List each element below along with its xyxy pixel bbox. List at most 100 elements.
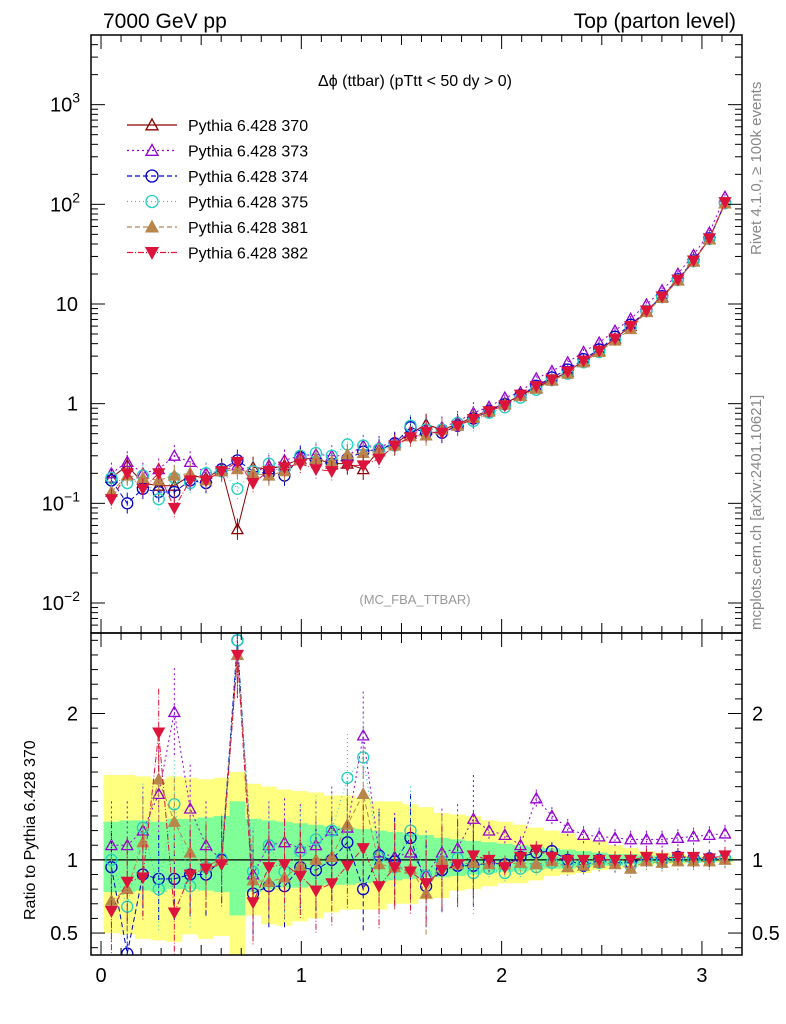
ratio-y-tick-label: 2	[67, 704, 78, 726]
ratio-point	[513, 851, 528, 864]
ratio-frame	[90, 632, 743, 956]
ratio-point	[671, 831, 685, 843]
ratio-axes: 0 1 2 3 0.5 0.5 1 1 2 2	[50, 633, 780, 987]
data-point	[435, 427, 449, 440]
main-plot-marks	[104, 189, 732, 540]
ratio-point	[576, 854, 591, 867]
data-point	[403, 432, 418, 445]
data-point	[136, 483, 150, 496]
data-point	[466, 414, 480, 426]
rivet-version-label: Rivet 4.1.0, ≥ 100k events	[748, 82, 765, 255]
series-line	[111, 202, 726, 509]
data-point	[718, 197, 732, 210]
ratio-point	[576, 828, 591, 841]
data-point	[230, 522, 245, 535]
y-tick-label: 103	[50, 90, 80, 117]
ratio-point	[592, 829, 606, 842]
ratio-point	[498, 862, 512, 875]
ratio-point	[136, 872, 150, 885]
ratio-point	[561, 854, 575, 867]
ratio-point	[214, 859, 229, 872]
ratio-point	[482, 854, 496, 867]
ratio-point	[356, 728, 370, 741]
ratio-point	[356, 843, 370, 855]
ratio-y-axis-label: Ratio to Pythia 6.428 370	[22, 740, 39, 920]
legend-label: Pythia 6.428 373	[188, 144, 308, 161]
ratio-point	[529, 791, 543, 804]
data-point	[608, 333, 622, 346]
ratio-point	[121, 947, 134, 955]
series-line	[111, 196, 726, 474]
header-right: Top (parton level)	[574, 10, 736, 33]
data-point	[561, 366, 575, 379]
data-point	[372, 453, 386, 466]
ratio-point	[702, 828, 716, 841]
ratio-point	[624, 832, 638, 845]
y-tick-label: 10−2	[42, 588, 80, 615]
data-point	[702, 233, 716, 246]
legend-entry: Pythia 6.428 373	[127, 143, 308, 161]
y-tick-label: 10−1	[42, 488, 80, 515]
header-left: 7000 GeV pp	[103, 10, 227, 33]
ratio-line	[110, 640, 725, 954]
legend-marker	[145, 169, 159, 183]
data-point	[592, 345, 606, 358]
legend-marker	[144, 247, 160, 260]
data-point	[482, 406, 496, 419]
ratio-point	[167, 814, 181, 827]
data-point	[576, 355, 591, 368]
ratio-point	[356, 787, 370, 800]
ratio-point	[561, 820, 575, 833]
data-point	[671, 274, 685, 287]
ratio-point	[529, 844, 543, 857]
ratio-point	[529, 857, 543, 870]
data-point	[498, 400, 512, 413]
legend: Pythia 6.428 370 Pythia 6.428 373 Pythia 6…	[127, 117, 308, 263]
data-point	[167, 502, 181, 515]
data-point	[167, 448, 181, 461]
ratio-point	[120, 876, 134, 889]
ratio-point	[639, 851, 654, 864]
data-point	[183, 475, 197, 488]
ratio-point	[246, 897, 260, 910]
data-point	[419, 426, 433, 439]
y-tick-label: 1	[67, 394, 78, 416]
data-point	[152, 493, 165, 506]
ratio-point	[262, 862, 276, 875]
legend-marker	[144, 219, 160, 233]
ratio-point	[152, 772, 166, 785]
legend-label: Pythia 6.428 374	[188, 169, 308, 186]
ratio-point	[450, 859, 465, 872]
ratio-point	[277, 859, 292, 872]
data-point	[104, 494, 119, 507]
ratio-point	[325, 878, 339, 891]
ratio-point	[104, 906, 119, 918]
data-point	[356, 462, 370, 475]
data-point	[388, 440, 402, 453]
ratio-point	[718, 826, 732, 839]
data-point	[325, 466, 339, 479]
ratio-point	[466, 850, 480, 863]
data-point	[120, 468, 134, 481]
data-point	[513, 389, 528, 402]
ratio-series-pythia-6-428-382	[104, 633, 732, 955]
ratio-point	[702, 853, 716, 866]
ratio-point	[167, 907, 181, 920]
ratio-point	[498, 828, 512, 841]
ratio-point	[403, 866, 418, 879]
ratio-point	[686, 851, 701, 864]
ratio-point	[435, 865, 449, 877]
ratio-point	[624, 861, 638, 874]
data-point	[246, 477, 260, 490]
data-point	[686, 255, 701, 268]
main-plot-title: Δϕ (ttbar) (pTtt < 50 dy > 0)	[318, 73, 512, 90]
legend-entry: Pythia 6.428 375	[127, 195, 308, 212]
ratio-point	[718, 850, 732, 863]
ratio-point	[293, 870, 307, 883]
data-point	[356, 460, 370, 473]
legend-entry: Pythia 6.428 374	[127, 169, 308, 186]
ratio-y-tick-label: 1	[67, 850, 78, 872]
legend-label: Pythia 6.428 370	[188, 118, 308, 135]
data-point	[167, 468, 181, 481]
